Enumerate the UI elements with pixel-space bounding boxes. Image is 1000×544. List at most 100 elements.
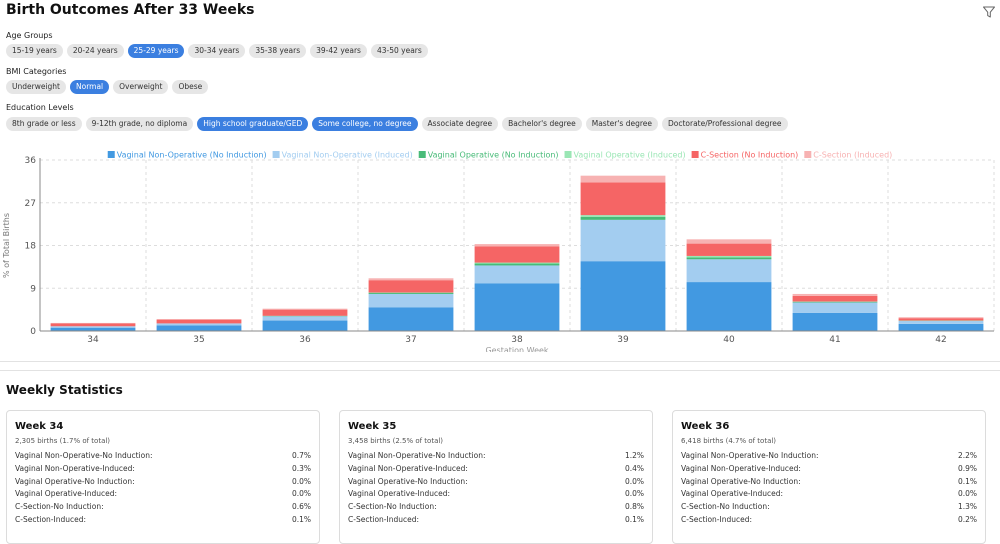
bar-segment[interactable] [899,317,984,318]
bar-segment[interactable] [687,244,772,256]
bar-segment[interactable] [687,239,772,243]
bar-segment[interactable] [793,313,878,331]
legend-item[interactable]: Vaginal Operative (No Induction) [419,151,559,160]
x-tick-label: 36 [299,335,311,345]
stat-row: Vaginal Operative-Induced:0.0% [15,488,311,501]
legend-item[interactable]: C-Section (Induced) [804,151,892,160]
stat-label: C-Section-No Induction: [15,501,104,514]
filter-chip[interactable]: 8th grade or less [6,117,82,131]
stat-row: Vaginal Operative-Induced:0.0% [681,488,977,501]
filter-chip[interactable]: Obese [172,80,208,94]
bar-segment[interactable] [263,321,348,331]
filter-chip[interactable]: 30-34 years [188,44,245,58]
bar-segment[interactable] [475,246,560,262]
x-tick-label: 40 [723,335,735,345]
stat-row: Vaginal Operative-No Induction:0.1% [681,476,977,489]
bar-segment[interactable] [899,321,984,324]
x-tick-label: 34 [87,335,99,345]
chart-legend: Vaginal Non-Operative (No Induction) Vagi… [108,151,893,160]
filter-chip[interactable]: Underweight [6,80,66,94]
section-divider-2 [0,370,1000,371]
bar-segment[interactable] [369,294,454,307]
bar-segment[interactable] [687,282,772,331]
bar-segment[interactable] [687,259,772,282]
chart-bars [51,176,984,331]
bar-segment[interactable] [687,256,772,257]
stat-row: Vaginal Non-Operative-No Induction:1.2% [348,450,644,463]
stat-row: Vaginal Non-Operative-No Induction:2.2% [681,450,977,463]
bar-segment[interactable] [369,307,454,331]
bar-segment[interactable] [475,265,560,283]
filter-chip[interactable]: Bachelor's degree [502,117,582,131]
bar-segment[interactable] [369,280,454,292]
stat-row: Vaginal Non-Operative-Induced:0.9% [681,463,977,476]
filter-chip[interactable]: 15-19 years [6,44,63,58]
legend-item[interactable]: C-Section (No Induction) [692,151,799,160]
legend-label: Vaginal Operative (No Induction) [428,151,559,160]
bar-segment[interactable] [581,217,666,220]
x-tick-label: 38 [511,335,523,345]
stat-row: Vaginal Non-Operative-Induced:0.4% [348,463,644,476]
y-tick-label: 9 [30,284,36,294]
filter-group-label-age: Age Groups [6,31,53,40]
section-divider [0,361,1000,362]
bar-segment[interactable] [157,325,242,331]
filter-chip[interactable]: Doctorate/Professional degree [662,117,788,131]
y-tick-label: 18 [25,242,37,252]
stat-value: 0.1% [625,514,644,527]
bar-segment[interactable] [899,318,984,320]
legend-item[interactable]: Vaginal Operative (Induced) [565,151,686,160]
bar-segment[interactable] [157,323,242,325]
bar-segment[interactable] [581,182,666,215]
filter-chip[interactable]: Master's degree [586,117,658,131]
bar-segment[interactable] [263,310,348,316]
legend-swatch [565,151,572,158]
bar-segment[interactable] [687,257,772,259]
filter-chip[interactable]: 25-29 years [128,44,185,58]
bar-segment[interactable] [581,261,666,331]
filter-chip[interactable]: 43-50 years [371,44,428,58]
stat-row: C-Section-Induced:0.1% [348,514,644,527]
bar-segment[interactable] [51,326,136,327]
filter-chip[interactable]: Some college, no degree [312,117,417,131]
bar-segment[interactable] [51,323,136,326]
bar-segment[interactable] [475,263,560,264]
bar-segment[interactable] [475,264,560,266]
bar-segment[interactable] [793,303,878,313]
bar-segment[interactable] [581,176,666,183]
filter-chip[interactable]: Normal [70,80,109,94]
week-card-births: 6,418 births (4.7% of total) [681,437,977,445]
filter-chip[interactable]: Associate degree [422,117,499,131]
filter-icon[interactable] [982,5,996,19]
filter-chip[interactable]: 35-38 years [249,44,306,58]
filter-chip[interactable]: 20-24 years [67,44,124,58]
bar-segment[interactable] [581,215,666,217]
stat-label: Vaginal Non-Operative-No Induction: [681,450,819,463]
filter-chip[interactable]: 39-42 years [310,44,367,58]
bar-segment[interactable] [793,294,878,296]
stat-label: C-Section-No Induction: [348,501,437,514]
bar-segment[interactable] [263,309,348,310]
stat-label: Vaginal Non-Operative-Induced: [15,463,135,476]
legend-item[interactable]: Vaginal Non-Operative (Induced) [273,151,413,160]
x-tick-label: 35 [193,335,204,345]
stat-label: Vaginal Operative-Induced: [681,488,783,501]
bar-segment[interactable] [369,278,454,280]
bar-segment[interactable] [369,293,454,294]
stat-label: Vaginal Operative-No Induction: [348,476,468,489]
legend-label: Vaginal Operative (Induced) [574,151,686,160]
bar-segment[interactable] [581,220,666,261]
filter-chip[interactable]: High school graduate/GED [197,117,308,131]
filter-chip[interactable]: 9-12th grade, no diploma [86,117,194,131]
bar-segment[interactable] [899,324,984,331]
stat-row: C-Section-Induced:0.2% [681,514,977,527]
bar-segment[interactable] [263,316,348,320]
bar-segment[interactable] [157,320,242,324]
legend-item[interactable]: Vaginal Non-Operative (No Induction) [108,151,267,160]
chip-row-education: 8th grade or less 9-12th grade, no diplom… [6,117,788,131]
filter-chip[interactable]: Overweight [113,80,168,94]
bar-segment[interactable] [475,284,560,332]
bar-segment[interactable] [475,244,560,246]
bar-segment[interactable] [793,296,878,302]
